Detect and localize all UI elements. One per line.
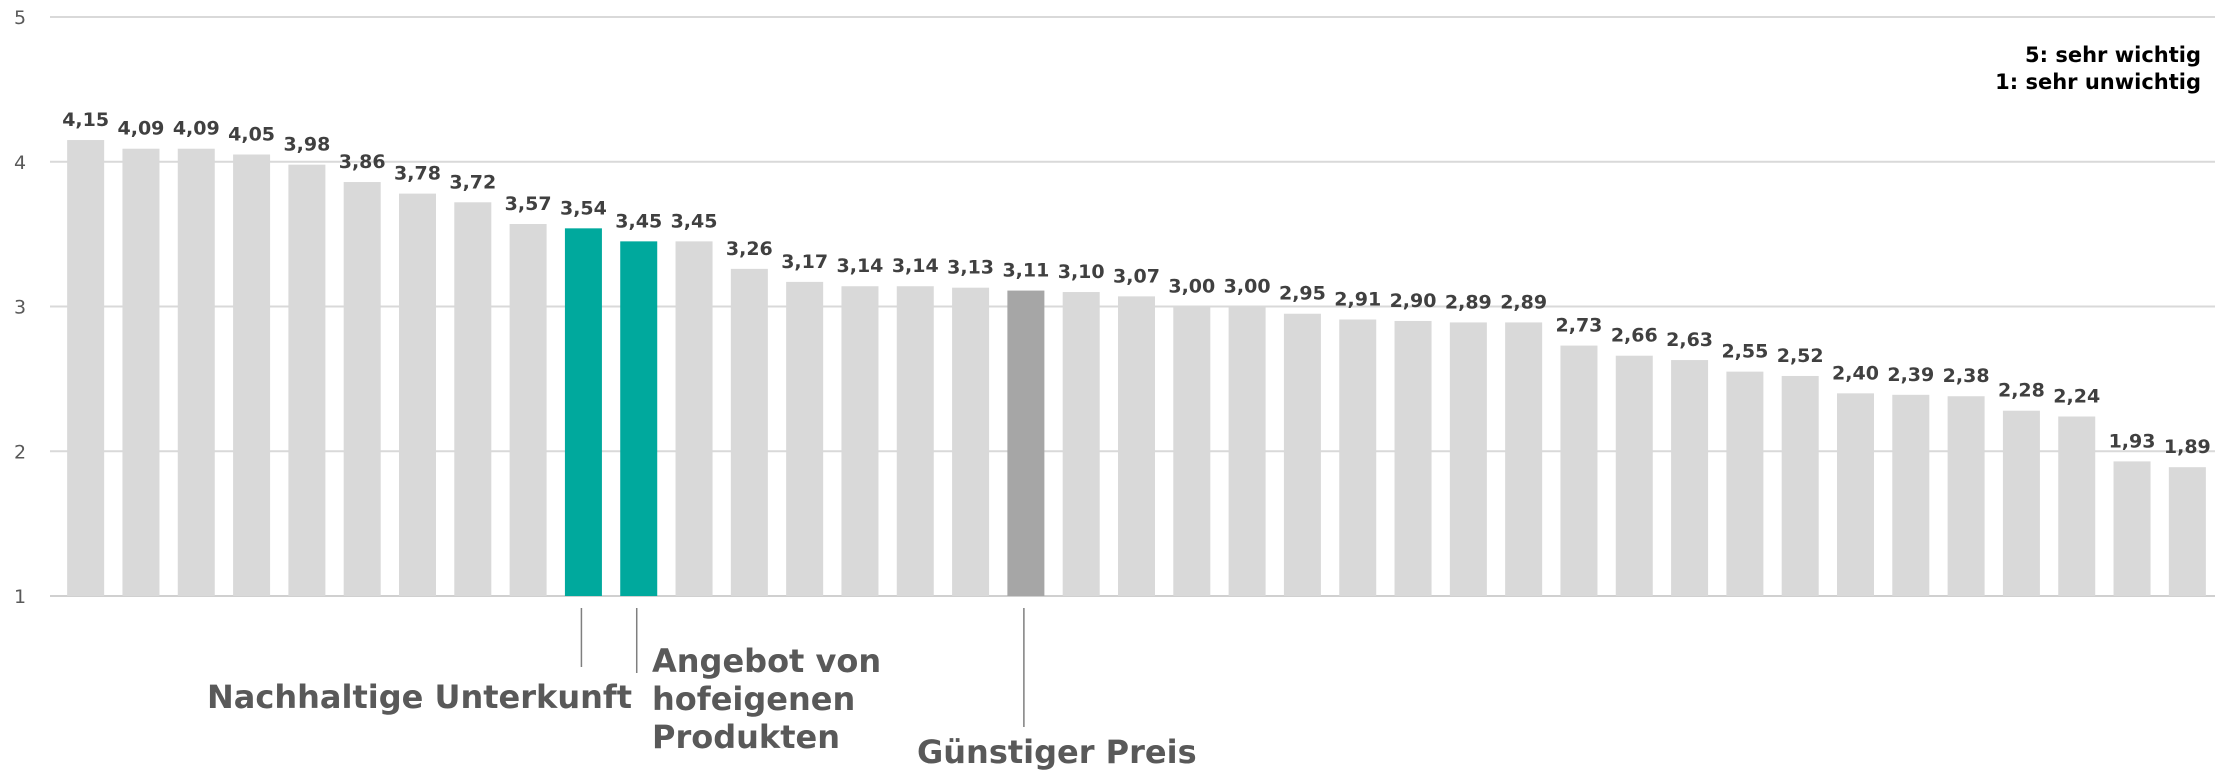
- bar-value-label: 2,73: [1556, 315, 1603, 337]
- bar-value-label: 4,15: [62, 109, 109, 131]
- bar-value-label: 2,55: [1721, 341, 1768, 363]
- legend-line-low: 1: sehr unwichtig: [1995, 70, 2201, 94]
- bar: [1837, 393, 1874, 596]
- legend-line-high: 5: sehr wichtig: [2025, 43, 2201, 67]
- bar-value-label: 2,52: [1777, 345, 1824, 367]
- bar: [233, 154, 271, 596]
- bar-value-label: 2,90: [1390, 290, 1437, 312]
- y-tick-label: 2: [14, 441, 26, 463]
- bar: [343, 182, 381, 596]
- bar: [1118, 296, 1155, 596]
- bar-value-label: 3,14: [837, 255, 884, 277]
- bar: [952, 287, 990, 596]
- bar-value-label: 2,66: [1611, 325, 1658, 347]
- bar: [1394, 320, 1432, 596]
- bar-value-label: 4,05: [228, 124, 275, 146]
- bar: [620, 241, 658, 597]
- bar-value-label: 4,09: [173, 118, 220, 140]
- bar: [1947, 396, 1985, 596]
- bar-value-label: 2,89: [1445, 291, 1492, 313]
- bar-value-label: 2,95: [1279, 283, 1326, 305]
- bar-value-label: 3,17: [781, 251, 828, 273]
- callout-angebot-line-2: hofeigenen: [652, 680, 856, 718]
- bar: [1615, 355, 1653, 596]
- bar: [675, 241, 713, 597]
- bar-value-label: 3,11: [1002, 260, 1049, 282]
- bar-value-label: 2,40: [1832, 362, 1879, 384]
- bar-value-label: 3,54: [560, 197, 607, 219]
- bar: [1449, 322, 1487, 596]
- bar: [1062, 292, 1100, 596]
- bar: [1726, 371, 1764, 596]
- bar-value-label: 3,00: [1224, 276, 1271, 298]
- bar: [454, 202, 492, 596]
- bar: [288, 164, 326, 596]
- callout-guenstiger-preis: Günstiger Preis: [917, 733, 1197, 771]
- bar-value-label: 3,98: [283, 134, 330, 156]
- bar-value-label: 2,24: [2053, 386, 2100, 408]
- bar: [122, 148, 160, 596]
- bar: [399, 193, 436, 596]
- bar-value-label: 3,45: [615, 210, 662, 232]
- bar-value-label: 3,00: [1168, 276, 1215, 298]
- bar-value-label: 3,07: [1113, 265, 1160, 287]
- bar: [896, 286, 934, 596]
- bar-value-label: 2,89: [1500, 291, 1547, 313]
- bar: [2113, 461, 2151, 596]
- bar-value-label: 3,57: [505, 193, 552, 215]
- y-tick-label: 4: [14, 152, 26, 174]
- bar-value-label: 3,10: [1058, 261, 1105, 283]
- bar: [2002, 410, 2040, 596]
- bar-value-label: 3,14: [892, 255, 939, 277]
- bar: [1283, 313, 1321, 596]
- bar-value-label: 2,28: [1998, 380, 2045, 402]
- bar-value-label: 3,26: [726, 238, 773, 260]
- bar-value-label: 2,91: [1334, 289, 1381, 311]
- y-tick-label: 1: [14, 586, 26, 608]
- bar-value-label: 1,93: [2109, 430, 2156, 452]
- bar: [564, 228, 602, 596]
- callout-angebot-line-3: Produkten: [652, 718, 840, 756]
- callout-angebot-line-1: Angebot von: [652, 642, 882, 680]
- bar-value-label: 4,09: [118, 118, 165, 140]
- bar: [1560, 345, 1598, 596]
- scale-legend: 5: sehr wichtig 1: sehr unwichtig: [1995, 42, 2201, 96]
- callout-angebot-hofeigene-produkte: Angebot von hofeigenen Produkten: [652, 642, 881, 756]
- bar: [1228, 306, 1266, 596]
- bar-value-label: 3,86: [339, 151, 386, 173]
- bar: [786, 281, 824, 596]
- bar-value-label: 3,72: [449, 171, 496, 193]
- bar: [509, 223, 547, 596]
- bar-value-label: 3,78: [394, 163, 441, 185]
- bar-value-label: 3,13: [947, 257, 994, 279]
- bar-value-label: 2,63: [1666, 329, 1713, 351]
- bar: [67, 140, 105, 596]
- callout-nachhaltige-unterkunft: Nachhaltige Unterkunft: [207, 678, 633, 716]
- bar-value-label: 2,38: [1943, 365, 1990, 387]
- bar: [1781, 375, 1819, 596]
- bar: [841, 286, 879, 596]
- y-tick-label: 3: [14, 297, 26, 319]
- bar: [1173, 306, 1211, 596]
- bar: [1339, 319, 1377, 596]
- bar: [1892, 394, 1930, 596]
- bar: [2058, 416, 2096, 596]
- bar: [1505, 322, 1543, 596]
- bar-value-label: 1,89: [2164, 436, 2211, 458]
- bar: [1007, 290, 1045, 596]
- y-tick-label: 5: [14, 7, 26, 29]
- bar: [1671, 360, 1709, 596]
- bar-value-label: 3,45: [671, 210, 718, 232]
- bar: [2168, 467, 2206, 596]
- bar: [730, 268, 768, 596]
- bar-value-label: 2,39: [1887, 364, 1934, 386]
- bar: [177, 148, 215, 596]
